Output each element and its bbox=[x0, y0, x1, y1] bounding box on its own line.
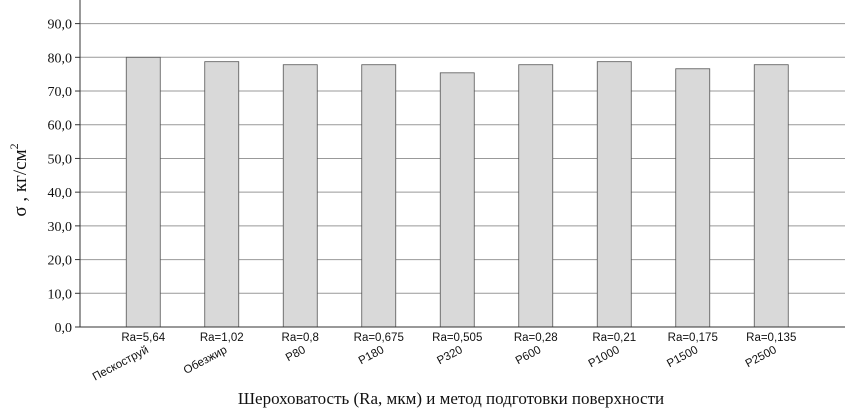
y-tick-label: 0,0 bbox=[55, 321, 73, 336]
y-tick-label: 40,0 bbox=[48, 186, 73, 201]
x-tick-label: P1500 bbox=[665, 344, 700, 370]
y-tick-label: 90,0 bbox=[48, 18, 73, 33]
x-tick-label: P320 bbox=[435, 344, 464, 367]
ra-label: Ra=0,135 bbox=[746, 332, 796, 344]
y-tick-label: 10,0 bbox=[48, 287, 73, 302]
ra-label: Ra=0,175 bbox=[668, 332, 718, 344]
bar bbox=[753, 64, 789, 328]
bar bbox=[596, 61, 632, 328]
x-axis-label: Шероховатость (Ra, мкм) и метод подготов… bbox=[238, 389, 664, 408]
y-tick-label: 30,0 bbox=[48, 220, 73, 235]
ra-label: Ra=1,02 bbox=[200, 332, 244, 344]
y-tick-label: 70,0 bbox=[48, 85, 73, 100]
y-tick-label: 50,0 bbox=[48, 152, 73, 167]
x-tick-label: P1000 bbox=[587, 344, 622, 370]
y-axis-label-sup: 2 bbox=[7, 143, 21, 149]
bar bbox=[204, 61, 240, 328]
ra-label: Ra=0,505 bbox=[432, 332, 482, 344]
y-tick-label: 60,0 bbox=[48, 119, 73, 134]
y-axis-label: σ , кг/см2 bbox=[7, 143, 31, 216]
x-tick-label: P2500 bbox=[744, 344, 779, 370]
x-tick-label: P80 bbox=[284, 344, 308, 364]
ra-label: Ra=0,675 bbox=[354, 332, 404, 344]
bar bbox=[675, 68, 711, 328]
bar bbox=[361, 64, 397, 328]
x-tick-label: P600 bbox=[514, 344, 543, 367]
ra-label: Ra=0,21 bbox=[592, 332, 636, 344]
ra-label: Ra=0,8 bbox=[282, 332, 319, 344]
bar bbox=[518, 64, 554, 328]
y-axis-label-text: σ , кг/см bbox=[10, 149, 31, 216]
bar bbox=[282, 64, 318, 328]
ra-label: Ra=5,64 bbox=[121, 332, 165, 344]
bar bbox=[439, 72, 475, 328]
y-tick-label: 80,0 bbox=[48, 51, 73, 66]
x-tick-label: Пескоструй bbox=[91, 344, 151, 383]
y-tick-label: 20,0 bbox=[48, 254, 73, 269]
ra-label: Ra=0,28 bbox=[514, 332, 558, 344]
x-tick-label: P180 bbox=[357, 344, 386, 367]
x-tick-label: Обезжир bbox=[182, 344, 229, 377]
bar bbox=[125, 56, 161, 328]
